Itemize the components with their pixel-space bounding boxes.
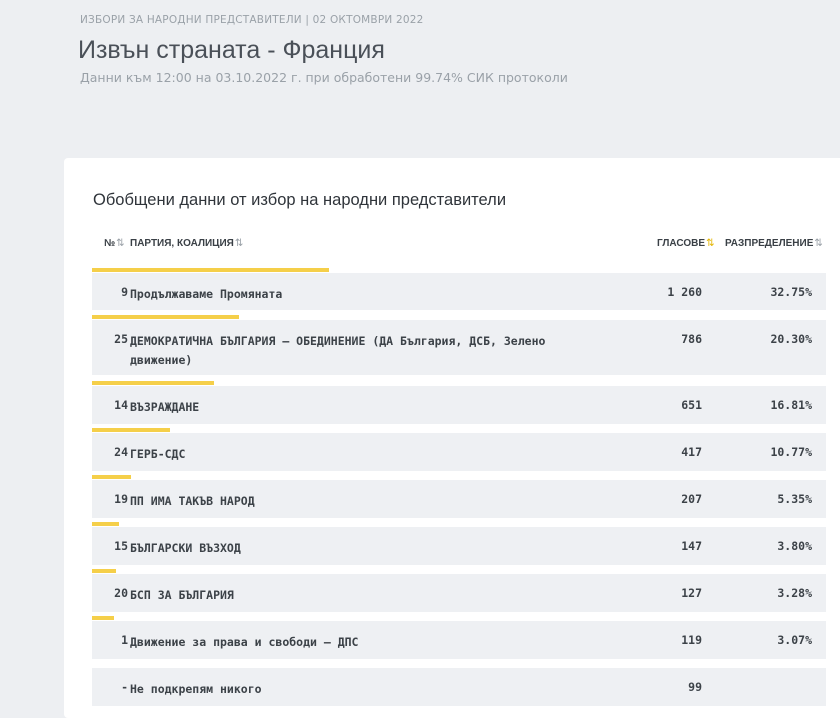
share-bar [92,522,119,526]
share-percent: 10.77% [770,445,812,459]
party-name: БЪЛГАРСКИ ВЪЗХОД [130,541,241,555]
party-number: 24 [114,445,128,459]
votes-count: 786 [681,332,702,346]
table-row[interactable]: 25 ДЕМОКРАТИЧНА БЪЛГАРИЯ – ОБЕДИНЕНИЕ (ДА… [92,320,826,375]
share-percent: 5.35% [777,492,812,506]
table-row[interactable]: 19 ПП ИМА ТАКЪВ НАРОД 207 5.35% [92,480,826,518]
share-percent: 3.28% [777,586,812,600]
party-number: 15 [114,539,128,553]
card-title: Обобщени данни от избор на народни предс… [93,191,507,209]
share-bar [92,428,170,432]
party-name: ПП ИМА ТАКЪВ НАРОД [130,494,255,508]
share-percent: 16.81% [770,398,812,412]
table-row[interactable]: - Не подкрепям никого 99 [92,668,826,706]
votes-count: 147 [681,539,702,553]
table-row[interactable]: 24 ГЕРБ-СДС 417 10.77% [92,433,826,471]
party-number: - [121,680,128,694]
party-name: Продължаваме Промяната [130,287,283,301]
party-number: 14 [114,398,128,412]
share-bar [92,381,214,385]
votes-count: 651 [681,398,702,412]
table-row[interactable]: 15 БЪЛГАРСКИ ВЪЗХОД 147 3.80% [92,527,826,565]
votes-count: 127 [681,586,702,600]
pre-title: ИЗБОРИ ЗА НАРОДНИ ПРЕДСТАВИТЕЛИ | 02 ОКТ… [80,14,424,26]
page-subtitle: Данни към 12:00 на 03.10.2022 г. при обр… [80,70,568,85]
party-number: 25 [114,332,128,346]
sort-active-icon: ⇅ [706,238,715,249]
share-bar [92,315,239,319]
party-number: 9 [121,285,128,299]
column-header-votes[interactable]: ГЛАСОВЕ⇅ [657,238,715,249]
votes-count: 119 [681,633,702,647]
share-bar [92,475,131,479]
sort-icon: ⇅ [234,238,244,249]
party-name: ВЪЗРАЖДАНЕ [130,400,200,414]
table-row[interactable]: 20 БСП ЗА БЪЛГАРИЯ 127 3.28% [92,574,826,612]
sort-icon: ⇅ [116,238,125,249]
party-name: ГЕРБ-СДС [130,447,186,461]
party-number: 20 [114,586,128,600]
votes-count: 417 [681,445,702,459]
column-header-num[interactable]: №⇅ [104,238,125,249]
party-name: Движение за права и свободи – ДПС [130,635,359,649]
votes-count: 1 260 [667,285,702,299]
votes-count: 99 [688,680,702,694]
party-number: 1 [121,633,128,647]
party-number: 19 [114,492,128,506]
share-percent: 3.07% [777,633,812,647]
share-bar [92,616,114,620]
table-row[interactable]: 9 Продължаваме Промяната 1 260 32.75% [92,273,826,310]
party-name: ДЕМОКРАТИЧНА БЪЛГАРИЯ – ОБЕДИНЕНИЕ (ДА Б… [130,334,546,367]
page-title: Извън страната - Франция [78,36,385,64]
party-name: Не подкрепям никого [130,682,262,696]
party-name: БСП ЗА БЪЛГАРИЯ [130,588,234,602]
share-percent: 20.30% [770,332,812,346]
votes-count: 207 [681,492,702,506]
results-card: Обобщени данни от избор на народни предс… [64,158,840,718]
table-row[interactable]: 1 Движение за права и свободи – ДПС 119 3.0… [92,621,826,659]
table-row[interactable]: 14 ВЪЗРАЖДАНЕ 651 16.81% [92,386,826,424]
column-header-party[interactable]: ПАРТИЯ, КОАЛИЦИЯ⇅ [130,238,244,249]
share-bar [92,569,116,573]
share-bar [92,268,329,272]
share-percent: 3.80% [777,539,812,553]
column-header-share[interactable]: РАЗПРЕДЕЛЕНИЕ⇅ [725,238,823,249]
share-percent: 32.75% [770,285,812,299]
sort-icon: ⇅ [814,238,823,249]
